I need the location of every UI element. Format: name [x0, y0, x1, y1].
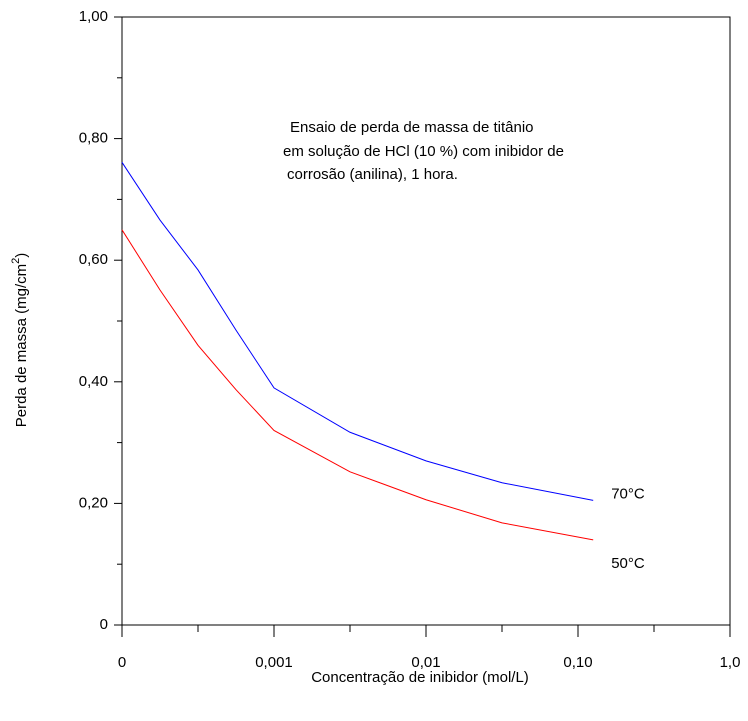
plot-frame: [121, 16, 731, 626]
y-tick-label: 0,40: [79, 373, 108, 390]
line-series: [121, 162, 594, 501]
y-tick-label: 1,00: [79, 8, 108, 25]
x-tick-label: 0: [118, 654, 126, 671]
annotation: em solução de HCl (10 %) com inibidor de: [283, 143, 564, 160]
x-tick-label: 0,01: [411, 654, 440, 671]
x-tick-label: 0,001: [255, 654, 293, 671]
line-series: [121, 229, 594, 541]
annotation: Ensaio de perda de massa de titânio: [290, 119, 534, 136]
y-tick-label: 0: [100, 616, 108, 633]
x-axis-label: Concentração de inibidor (mol/L): [311, 669, 529, 686]
y-tick-label: 0,20: [79, 494, 108, 511]
x-tick-label: 0,10: [563, 654, 592, 671]
y-tick-label: 0,80: [79, 130, 108, 147]
x-tick-label: 1,0: [720, 654, 741, 671]
y-tick-label: 0,60: [79, 251, 108, 268]
y-axis-label: Perda de massa (mg/cm2): [10, 253, 30, 428]
series-label: 50°C: [611, 555, 645, 572]
annotation: corrosão (anilina), 1 hora.: [287, 166, 458, 183]
series-label: 70°C: [611, 485, 645, 502]
